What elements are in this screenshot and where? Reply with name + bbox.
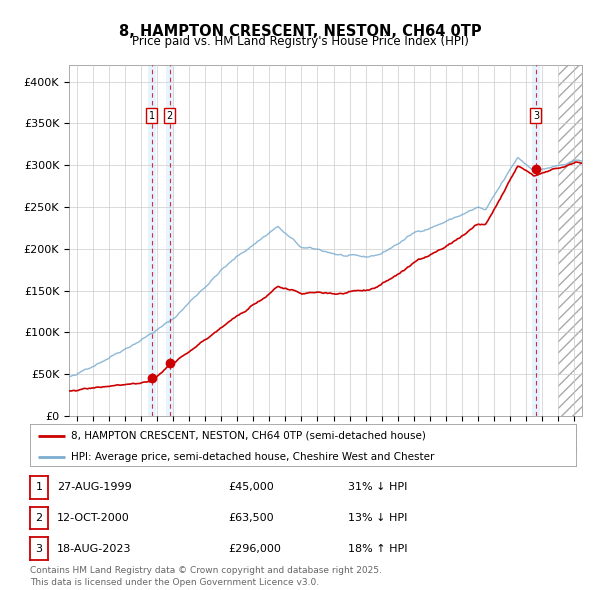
Text: £45,000: £45,000	[228, 483, 274, 492]
Text: 12-OCT-2000: 12-OCT-2000	[57, 513, 130, 523]
Bar	[558, 65, 582, 416]
Text: 1: 1	[35, 483, 43, 492]
Text: Contains HM Land Registry data © Crown copyright and database right 2025.
This d: Contains HM Land Registry data © Crown c…	[30, 566, 382, 587]
Text: 3: 3	[35, 544, 43, 553]
Text: £63,500: £63,500	[228, 513, 274, 523]
Text: 1: 1	[148, 111, 155, 121]
Bar	[532, 65, 540, 416]
Text: 3: 3	[533, 111, 539, 121]
Text: 8, HAMPTON CRESCENT, NESTON, CH64 0TP: 8, HAMPTON CRESCENT, NESTON, CH64 0TP	[119, 24, 481, 38]
Bar	[148, 65, 155, 416]
Bar	[166, 65, 173, 416]
Text: 13% ↓ HPI: 13% ↓ HPI	[348, 513, 407, 523]
Text: 27-AUG-1999: 27-AUG-1999	[57, 483, 132, 492]
Text: HPI: Average price, semi-detached house, Cheshire West and Chester: HPI: Average price, semi-detached house,…	[71, 452, 434, 462]
Text: 31% ↓ HPI: 31% ↓ HPI	[348, 483, 407, 492]
Text: Price paid vs. HM Land Registry's House Price Index (HPI): Price paid vs. HM Land Registry's House …	[131, 35, 469, 48]
Text: 2: 2	[167, 111, 173, 121]
Text: 18-AUG-2023: 18-AUG-2023	[57, 544, 131, 553]
Text: 2: 2	[35, 513, 43, 523]
Text: £296,000: £296,000	[228, 544, 281, 553]
Text: 18% ↑ HPI: 18% ↑ HPI	[348, 544, 407, 553]
Text: 8, HAMPTON CRESCENT, NESTON, CH64 0TP (semi-detached house): 8, HAMPTON CRESCENT, NESTON, CH64 0TP (s…	[71, 431, 426, 441]
